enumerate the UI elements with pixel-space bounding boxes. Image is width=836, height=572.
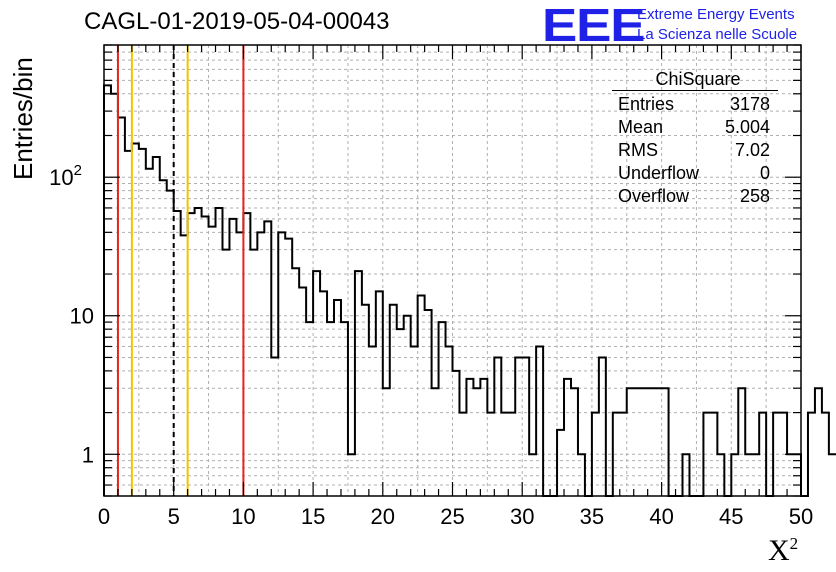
reference-lines — [116, 45, 245, 496]
x-tick-label: 15 — [301, 504, 325, 529]
stats-value: 0 — [759, 163, 770, 183]
stats-row: Underflow 0 — [612, 162, 780, 185]
x-tick-label: 0 — [98, 504, 110, 529]
logo-line-2: La Scienza nelle Scuole — [637, 26, 798, 43]
x-tick-label: 5 — [168, 504, 180, 529]
stats-value: 7.02 — [734, 140, 770, 160]
stats-box: ChiSquare Entries 3178 Mean 5.004 RMS 7.… — [612, 68, 780, 208]
stats-value: 258 — [739, 186, 770, 206]
x-tick-label: 10 — [231, 504, 255, 529]
y-tick-label: 102 — [49, 162, 82, 190]
x-tick-label: 45 — [719, 504, 743, 529]
stats-title: ChiSquare — [655, 69, 741, 89]
x-tick-label: 35 — [580, 504, 604, 529]
stats-row: RMS 7.02 — [612, 139, 780, 162]
x-axis-label-superscript: 2 — [789, 534, 799, 553]
y-tick-label: 10 — [70, 304, 94, 329]
stats-divider — [612, 90, 778, 91]
stats-label: Underflow — [618, 163, 700, 183]
eee-logo: EEE Extreme Energy Events La Scienza nel… — [542, 0, 832, 51]
logo-line-1: Extreme Energy Events — [637, 6, 795, 23]
x-tick-label: 30 — [510, 504, 534, 529]
x-axis-label: X2 — [768, 534, 798, 568]
stats-row: Entries 3178 — [612, 93, 780, 116]
ticks — [103, 44, 802, 497]
y-tick-label: 1 — [82, 442, 94, 467]
x-tick-label: 40 — [649, 504, 673, 529]
y-tick-label-exponent: 2 — [74, 162, 82, 179]
y-axis-label: Entries/bin — [8, 57, 38, 180]
stats-label: RMS — [618, 140, 658, 160]
stats-row: Mean 5.004 — [612, 116, 780, 139]
x-tick-label: 20 — [371, 504, 395, 529]
chart-title: CAGL-01-2019-05-04-00043 — [84, 8, 390, 35]
x-tick-label: 50 — [789, 504, 813, 529]
x-tick-label: 25 — [440, 504, 464, 529]
stats-row: Overflow 258 — [612, 185, 780, 208]
logo-mark: EEE — [542, 0, 646, 51]
x-axis-label-base: X — [768, 534, 790, 567]
stats-label: Overflow — [618, 186, 690, 206]
stats-value: 3178 — [729, 94, 770, 114]
stats-label: Mean — [618, 117, 664, 137]
stats-value: 5.004 — [724, 117, 770, 137]
stats-label: Entries — [618, 94, 675, 114]
